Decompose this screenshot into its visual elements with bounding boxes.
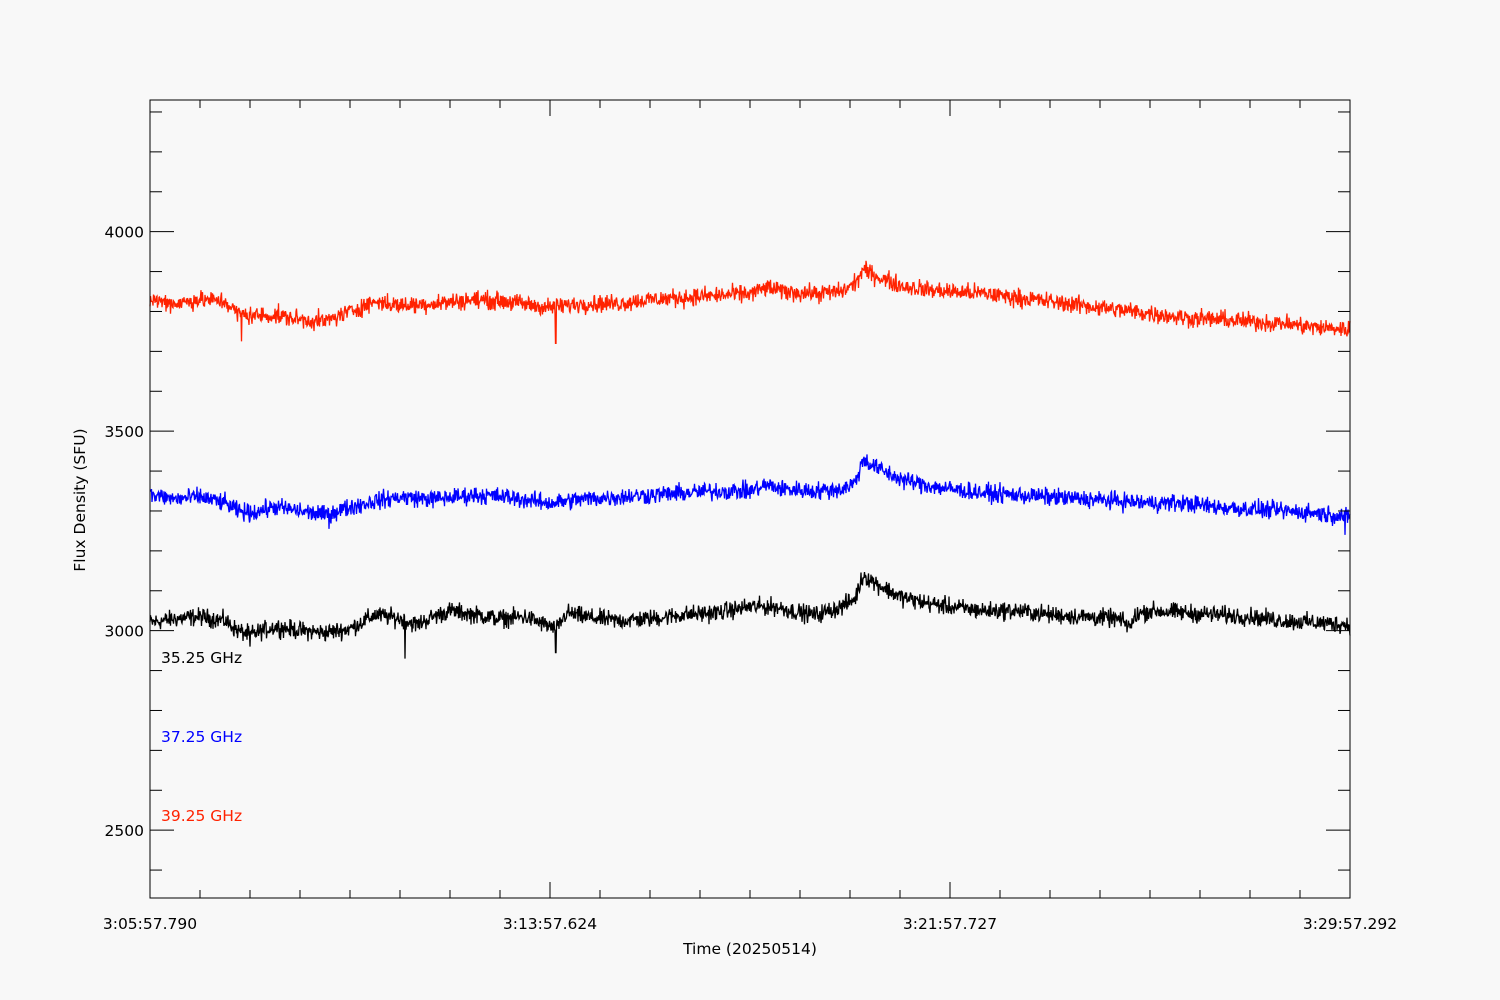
x-tick-label: 3:21:57.727 [903,915,997,933]
x-tick-label: 3:05:57.790 [103,915,197,933]
y-tick-label: 3000 [105,623,144,641]
legend-entry: 37.25 GHz [161,728,242,746]
tick-layer [149,100,1351,898]
series-line-0 [149,572,1351,659]
y-tick-label: 4000 [105,224,144,242]
legend-entry: 39.25 GHz [161,807,242,825]
x-axis-label: Time (20250514) [682,940,817,958]
label-layer: 2500 3000 3500 4000 3:05:57.790 3:13:57.624 3:… [103,224,1397,933]
series-line-1 [149,454,1351,535]
series-layer [149,260,1351,659]
y-tick-label: 3500 [105,423,144,441]
x-tick-label: 3:29:57.292 [1303,915,1397,933]
series-line-2 [149,260,1351,345]
legend-entry: 35.25 GHz [161,649,242,667]
x-tick-label: 3:13:57.624 [503,915,597,933]
y-axis-label: Flux Density (SFU) [71,428,89,571]
y-tick-label: 2500 [105,822,144,840]
